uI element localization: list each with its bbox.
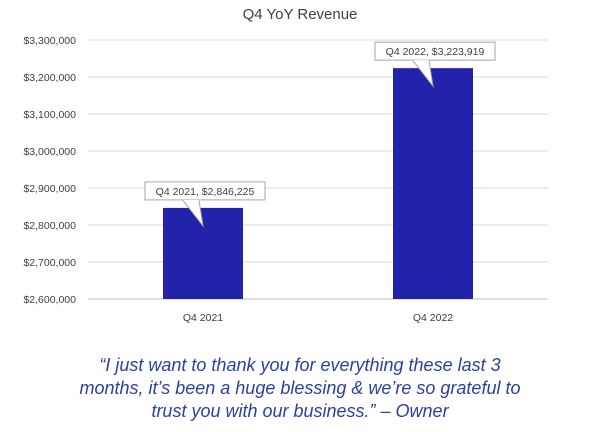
x-tick-label: Q4 2021 bbox=[183, 312, 223, 324]
x-tick-label: Q4 2022 bbox=[413, 312, 453, 324]
y-tick-label: $3,000,000 bbox=[23, 146, 76, 158]
y-tick-label: $3,300,000 bbox=[23, 35, 76, 47]
revenue-chart: Q4 YoY Revenue $2,600,000 $2,700,000 $2,800… bbox=[23, 6, 548, 324]
quote-line: months, it’s been a huge blessing & we’r… bbox=[79, 378, 521, 398]
y-tick-label: $2,900,000 bbox=[23, 183, 76, 195]
y-tick-label: $2,600,000 bbox=[23, 294, 76, 306]
quote-line: “I just want to thank you for everything… bbox=[99, 355, 501, 375]
data-label-pointer-outline bbox=[182, 200, 204, 228]
y-tick-label: $2,800,000 bbox=[23, 220, 76, 232]
data-label-box bbox=[144, 181, 266, 201]
data-label-pointer-outline bbox=[412, 60, 434, 88]
bar bbox=[163, 207, 243, 299]
y-tick-label: $3,200,000 bbox=[23, 72, 76, 84]
chart-title: Q4 YoY Revenue bbox=[243, 6, 358, 23]
testimonial-quote: “I just want to thank you for everything… bbox=[30, 354, 570, 423]
y-tick-label: $2,700,000 bbox=[23, 257, 76, 269]
quote-line: trust you with our business.” – Owner bbox=[151, 401, 449, 421]
y-tick-label: $3,100,000 bbox=[23, 109, 76, 121]
chart-svg: Q4 YoY Revenue $2,600,000 $2,700,000 $2,800… bbox=[23, 6, 548, 324]
data-label-box bbox=[374, 41, 496, 61]
data-label: Q4 2021, $2,846,225 bbox=[156, 186, 255, 198]
data-label: Q4 2022, $3,223,919 bbox=[386, 46, 485, 58]
bar bbox=[393, 68, 473, 300]
